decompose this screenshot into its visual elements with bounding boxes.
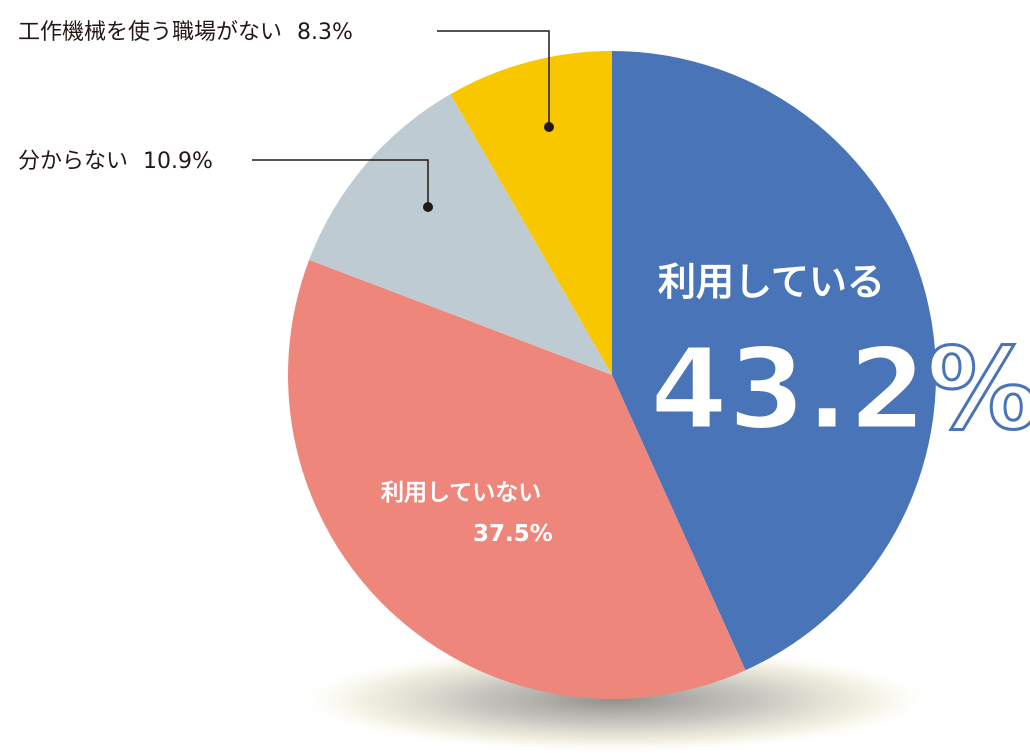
slice-not-using bbox=[288, 259, 746, 700]
slice-label-not-using-name: 利用していない bbox=[381, 480, 541, 506]
pie-shadow bbox=[300, 648, 930, 752]
slice-label-not-using-value: 37.5% bbox=[473, 521, 553, 547]
slice-label-unknown: 分からない 10.9% bbox=[18, 149, 213, 174]
leader-line-no-workplace bbox=[437, 30, 550, 127]
slice-unknown bbox=[309, 94, 612, 376]
pie-slices bbox=[288, 51, 937, 700]
leader-line-unknown bbox=[252, 159, 429, 207]
leader-dot-unknown bbox=[423, 202, 433, 212]
slice-using bbox=[612, 51, 937, 671]
leader-dot-no-workplace bbox=[544, 122, 554, 132]
slice-label-no-workplace-name: 工作機械を使う職場がない bbox=[18, 20, 282, 45]
slice-no-workplace bbox=[450, 51, 612, 375]
slice-label-using-name: 利用している bbox=[658, 260, 885, 304]
leader-lines bbox=[252, 30, 554, 212]
slice-label-no-workplace-value: 8.3% bbox=[297, 20, 353, 45]
slice-label-no-workplace: 工作機械を使う職場がない 8.3% bbox=[18, 20, 353, 45]
slice-label-using-value: 43.2% bbox=[650, 325, 1030, 455]
slice-label-unknown-name: 分からない bbox=[18, 149, 128, 174]
slice-label-unknown-value: 10.9% bbox=[143, 149, 213, 174]
